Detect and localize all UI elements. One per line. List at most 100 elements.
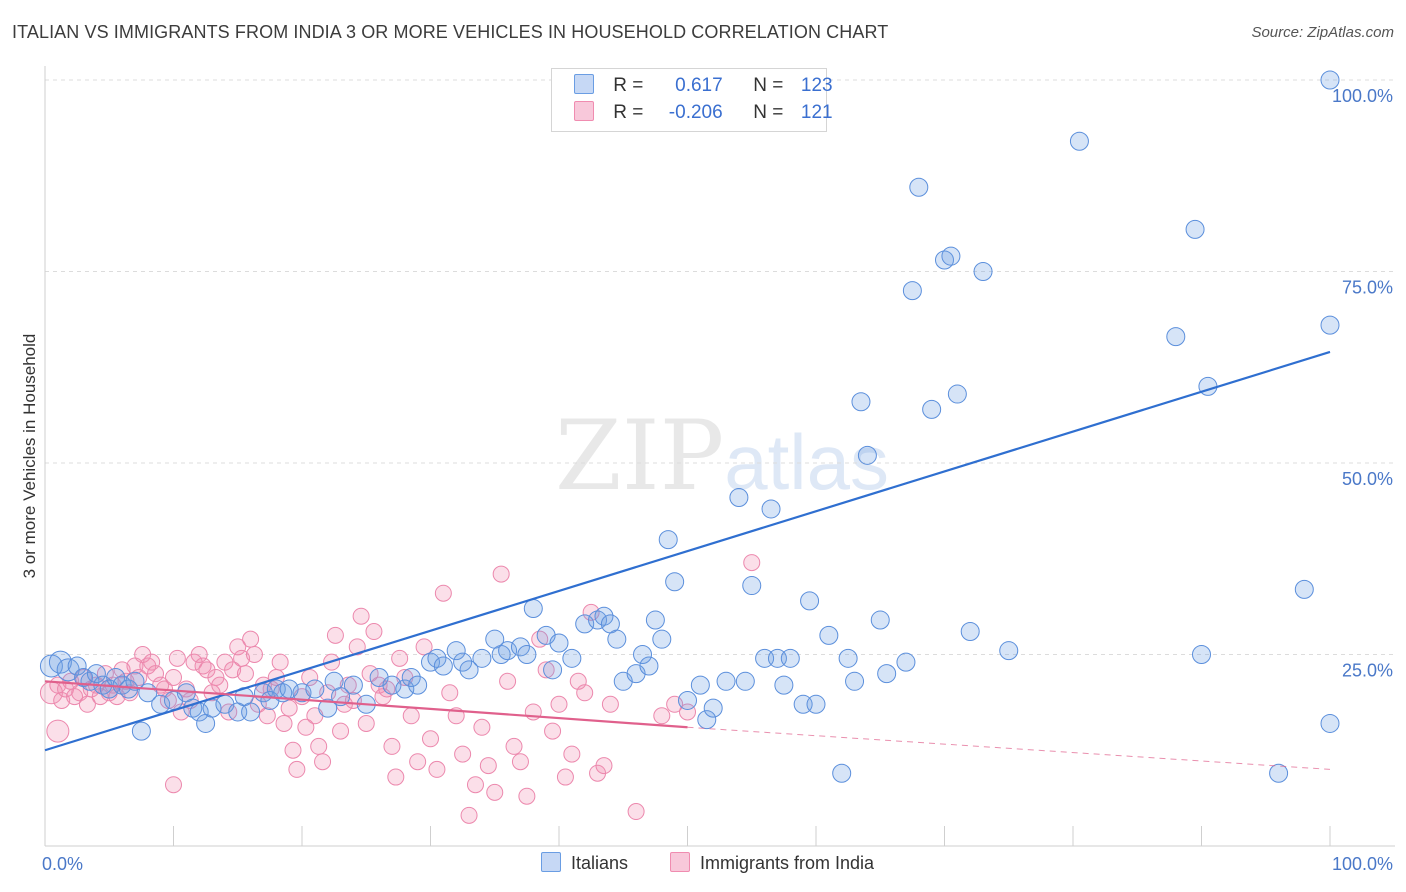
legend-n-label: N =	[753, 75, 784, 96]
y-tick-label-3: 100.0%	[1332, 86, 1393, 106]
italians-point	[857, 445, 877, 465]
india-point	[402, 707, 420, 725]
italians-point	[838, 648, 858, 668]
india-point	[258, 707, 276, 725]
india-point	[576, 684, 594, 702]
legend-n-label: N =	[753, 102, 784, 123]
italians-point	[1320, 315, 1340, 335]
india-point	[505, 737, 523, 755]
india-point	[211, 676, 229, 694]
india-point	[229, 638, 247, 656]
italians-point	[292, 683, 312, 703]
india-point	[236, 665, 254, 683]
india-point	[284, 741, 302, 759]
italians-point	[973, 262, 993, 281]
india-trend-line	[44, 680, 688, 729]
italians-point	[395, 679, 415, 699]
italians-point	[382, 675, 402, 695]
italians-point	[845, 671, 865, 691]
italians-point	[877, 664, 897, 684]
y-tick-label-1: 50.0%	[1342, 469, 1393, 489]
x-tick-label-0: 0.0%	[42, 854, 83, 874]
italians-point	[761, 499, 781, 519]
india-point	[653, 707, 671, 725]
legend-row-india: R = -0.206 N = 121	[574, 101, 833, 127]
italians-point	[819, 625, 839, 645]
india-point	[441, 684, 459, 702]
bottom-legend-label-india: Immigrants from India	[700, 853, 875, 873]
legend-r-label: R =	[613, 75, 644, 96]
italians-point	[343, 675, 363, 695]
india-point	[245, 646, 263, 663]
italians-point	[960, 622, 980, 642]
italians-point	[453, 652, 473, 672]
italians-point	[1192, 645, 1211, 664]
legend-swatch-italians	[574, 74, 594, 94]
india-point	[537, 661, 555, 679]
italians-point	[607, 629, 627, 649]
india-point	[492, 565, 510, 583]
india-point	[387, 768, 405, 786]
italians-point	[806, 694, 826, 714]
india-point	[297, 718, 315, 736]
india-point	[143, 653, 161, 671]
bottom-legend-swatch-india	[670, 852, 690, 872]
italians-point	[652, 629, 672, 649]
india-point	[479, 757, 497, 775]
x-tick-label-1: 100.0%	[1332, 854, 1393, 874]
india-point	[556, 768, 574, 786]
india-point	[165, 776, 182, 794]
india-point	[352, 607, 370, 625]
legend: R = 0.617 N = 123 R = -0.206 N = 121	[551, 68, 833, 132]
india-point	[511, 753, 529, 771]
india-point	[428, 760, 446, 778]
italians-point	[658, 530, 678, 550]
italians-point	[427, 648, 447, 668]
italians-point	[67, 656, 87, 676]
y-tick-label-2: 75.0%	[1342, 278, 1393, 298]
india-trend-line-extension	[687, 726, 1331, 770]
italians-point	[131, 721, 151, 741]
italians-point	[941, 246, 961, 266]
india-point	[310, 737, 328, 755]
italians-point	[896, 652, 916, 672]
india-point	[595, 757, 613, 775]
india-point	[550, 695, 568, 713]
india-point	[339, 676, 357, 694]
italians-point	[1320, 713, 1340, 733]
italians-point	[780, 648, 800, 668]
india-point	[415, 638, 433, 656]
india-point	[466, 776, 484, 794]
bottom-legend-india: Immigrants from India	[670, 852, 874, 874]
india-point	[108, 688, 126, 706]
india-point	[301, 668, 319, 686]
india-point	[242, 630, 260, 648]
italians-trend-line	[44, 350, 1331, 752]
italians-point	[922, 399, 942, 419]
india-point	[365, 623, 383, 641]
bottom-legend-italians: Italians	[541, 852, 628, 874]
italians-point	[735, 671, 755, 691]
india-point	[165, 668, 182, 686]
india-point	[460, 806, 478, 824]
legend-r-value: 0.617	[675, 75, 723, 96]
italians-point	[633, 645, 653, 664]
india-point	[288, 760, 306, 778]
italians-point	[800, 591, 820, 611]
italians-point	[639, 656, 659, 676]
india-point	[383, 737, 401, 755]
italians-point	[678, 690, 697, 710]
india-point-large	[46, 719, 70, 743]
italians-point	[305, 679, 325, 699]
italians-point	[1069, 131, 1089, 151]
india-point	[454, 745, 472, 763]
legend-r-value: -0.206	[668, 102, 723, 123]
india-point	[326, 626, 344, 644]
italians-point	[549, 633, 569, 653]
india-point	[499, 672, 517, 690]
india-point	[271, 653, 289, 671]
india-point	[434, 584, 452, 602]
india-point	[357, 714, 375, 732]
india-point	[391, 649, 409, 667]
